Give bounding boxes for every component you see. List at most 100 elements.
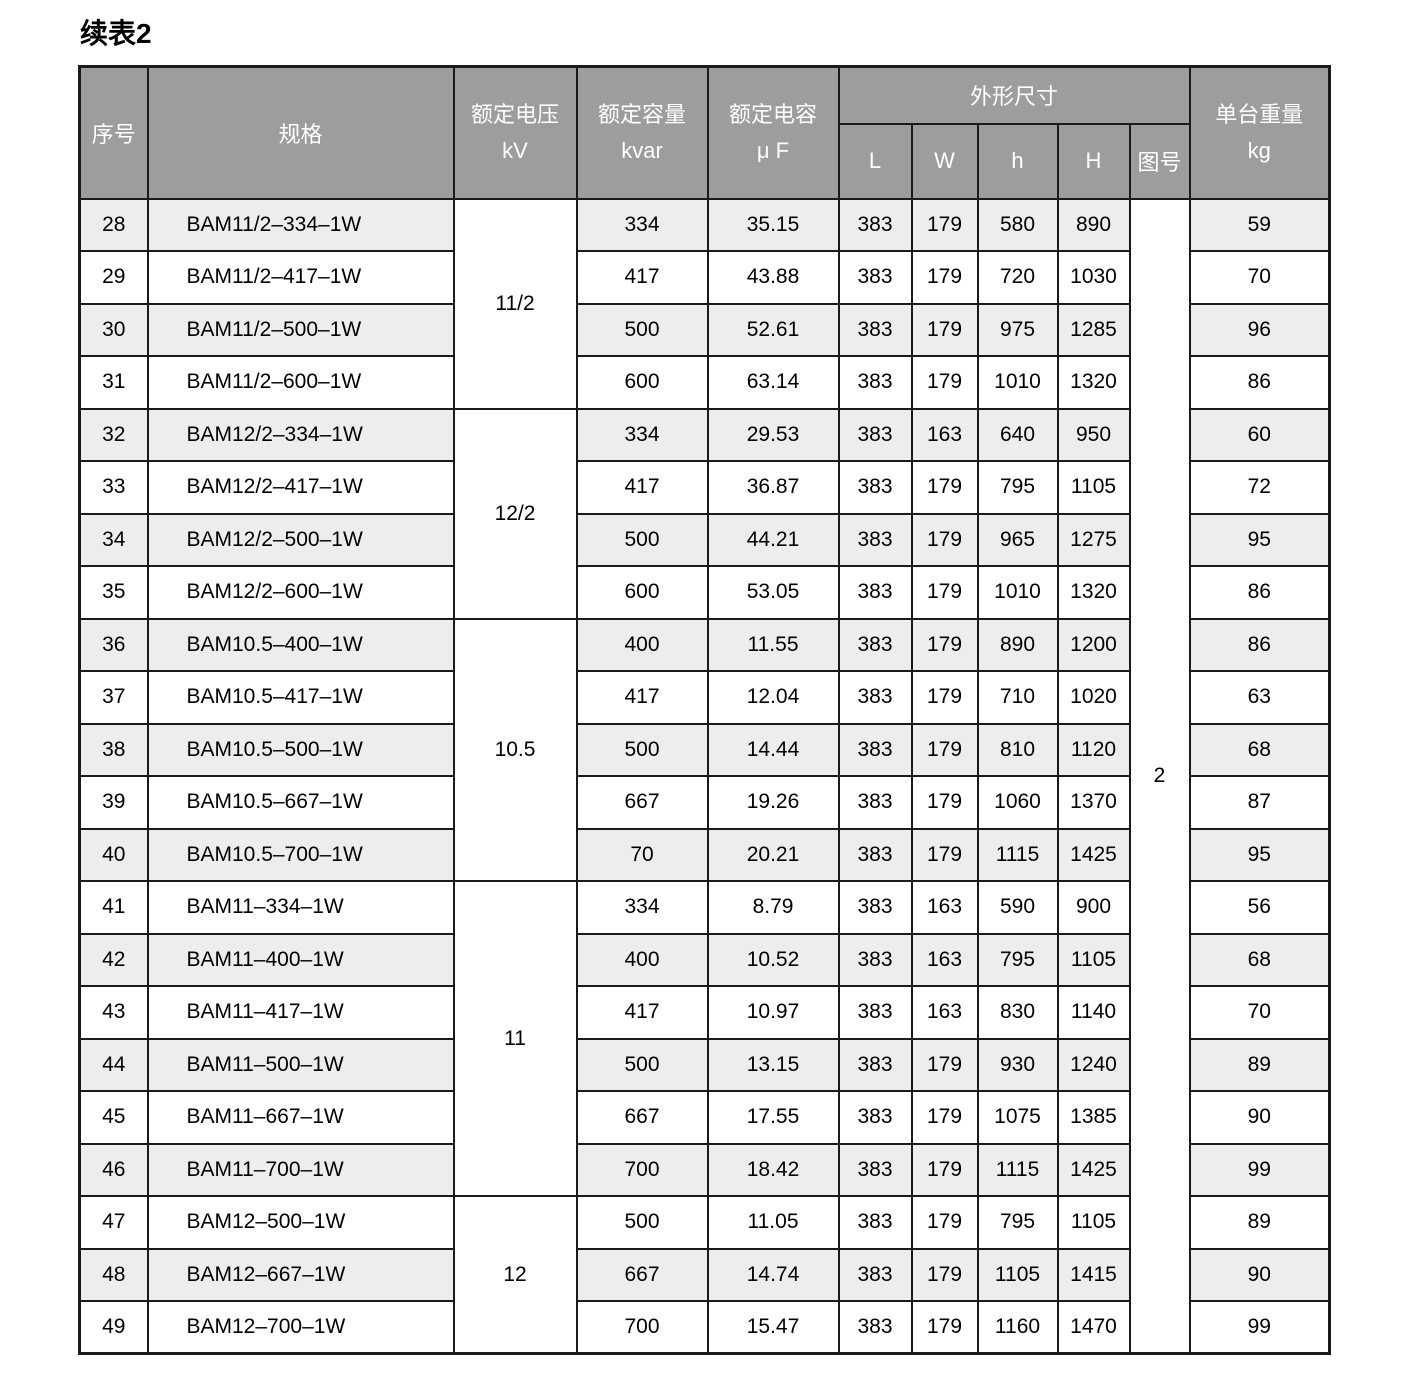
- cell-serial: 33: [78, 460, 149, 515]
- cell-dim-H: 1105: [1056, 932, 1131, 987]
- table-row: 36 BAM10.5–400–1W 10.5 400 11.55 383 179 890 120…: [78, 617, 1331, 882]
- cell-kvar: 400: [575, 932, 709, 987]
- cell-capacitance: 63.14: [706, 355, 840, 410]
- cell-kvar: 667: [575, 1090, 709, 1145]
- cell-dim-H: 1240: [1056, 1037, 1131, 1092]
- cell-dim-L: 383: [837, 617, 913, 672]
- cell-dim-W: 163: [910, 932, 979, 987]
- cell-dim-L: 383: [837, 1142, 913, 1197]
- cell-capacitance: 14.44: [706, 722, 840, 777]
- header-unit-weight-label: 单台重量: [1215, 101, 1304, 127]
- cell-figure-merged: 2: [1128, 197, 1191, 1355]
- header-unit-weight: 单台重量 kg: [1188, 65, 1331, 200]
- cell-dim-h: 1060: [976, 775, 1059, 830]
- cell-dim-L: 383: [837, 565, 913, 620]
- cell-spec: BAM11/2–334–1W: [146, 197, 455, 252]
- cell-dim-h: 1115: [976, 1142, 1059, 1197]
- table-row: 35 BAM12/2–600–1W 600 53.05 383 179 1010 1320 86: [78, 565, 1331, 620]
- cell-dim-h: 930: [976, 1037, 1059, 1092]
- cell-voltage-merged: 11: [452, 880, 578, 1197]
- cell-dim-W: 179: [910, 512, 979, 567]
- cell-capacitance: 11.05: [706, 1195, 840, 1250]
- cell-capacitance: 10.52: [706, 932, 840, 987]
- spec-table: 序号 规格 额定电压 kV 额定容量 kvar 额定电容 μ F 外形尺寸 单台…: [78, 65, 1332, 1355]
- cell-weight: 90: [1188, 1090, 1331, 1145]
- cell-kvar: 400: [575, 617, 709, 672]
- cell-dim-L: 383: [837, 880, 913, 935]
- cell-kvar: 500: [575, 512, 709, 567]
- cell-weight: 72: [1188, 460, 1331, 515]
- cell-spec: BAM12/2–417–1W: [146, 460, 455, 515]
- cell-weight: 86: [1188, 355, 1331, 410]
- cell-dim-L: 383: [837, 775, 913, 830]
- cell-weight: 56: [1188, 880, 1331, 935]
- cell-kvar: 667: [575, 775, 709, 830]
- cell-dim-W: 179: [910, 1247, 979, 1302]
- cell-serial: 35: [78, 565, 149, 620]
- table-row: 39 BAM10.5–667–1W 667 19.26 383 179 1060 1370 87: [78, 775, 1331, 830]
- cell-spec: BAM11/2–600–1W: [146, 355, 455, 410]
- cell-dim-W: 179: [910, 1195, 979, 1250]
- cell-dim-W: 179: [910, 565, 979, 620]
- header-dim-H: H: [1056, 122, 1131, 200]
- cell-spec: BAM10.5–700–1W: [146, 827, 455, 882]
- header-rated-capacitance-label: 额定电容: [728, 101, 817, 127]
- cell-weight: 68: [1188, 932, 1331, 987]
- cell-dim-H: 1320: [1056, 565, 1131, 620]
- cell-dim-W: 179: [910, 827, 979, 882]
- cell-dim-H: 1285: [1056, 302, 1131, 357]
- cell-dim-h: 580: [976, 197, 1059, 252]
- cell-dim-H: 1200: [1056, 617, 1131, 672]
- cell-kvar: 700: [575, 1142, 709, 1197]
- cell-dim-H: 1415: [1056, 1247, 1131, 1302]
- table-row: 32 BAM12/2–334–1W 12/2 334 29.53 383 163 640 950…: [78, 407, 1331, 620]
- table-row: 49 BAM12–700–1W 700 15.47 383 179 1160 1470 99: [78, 1300, 1331, 1355]
- cell-kvar: 417: [575, 250, 709, 305]
- cell-dim-W: 179: [910, 617, 979, 672]
- cell-dim-h: 830: [976, 985, 1059, 1040]
- cell-dim-L: 383: [837, 197, 913, 252]
- cell-weight: 68: [1188, 722, 1331, 777]
- table-row: 28 BAM11/2–334–1W 11/2 334 35.15 383 179 580 890…: [78, 197, 1331, 1355]
- cell-spec: BAM11–700–1W: [146, 1142, 455, 1197]
- cell-dim-H: 1105: [1056, 460, 1131, 515]
- cell-serial: 36: [78, 617, 149, 672]
- cell-dim-L: 383: [837, 1037, 913, 1092]
- header-rated-capacitance: 额定电容 μ F: [706, 65, 840, 200]
- cell-capacitance: 44.21: [706, 512, 840, 567]
- cell-capacitance: 53.05: [706, 565, 840, 620]
- header-dim-h: h: [976, 122, 1059, 200]
- cell-capacitance: 52.61: [706, 302, 840, 357]
- header-dimensions-group: 外形尺寸: [837, 65, 1191, 125]
- cell-serial: 41: [78, 880, 149, 935]
- cell-dim-W: 163: [910, 407, 979, 462]
- table-row: 33 BAM12/2–417–1W 417 36.87 383 179 795 1105 72: [78, 460, 1331, 515]
- cell-dim-h: 795: [976, 932, 1059, 987]
- header-row-2: L W h H 图号: [80, 122, 1330, 200]
- table-row: 48 BAM12–667–1W 667 14.74 383 179 1105 1415 90: [78, 1247, 1331, 1302]
- cell-dim-h: 810: [976, 722, 1059, 777]
- cell-weight: 70: [1188, 250, 1331, 305]
- cell-dim-L: 383: [837, 512, 913, 567]
- table-row: 34 BAM12/2–500–1W 500 44.21 383 179 965 1275 95: [78, 512, 1331, 567]
- cell-weight: 89: [1188, 1037, 1331, 1092]
- cell-dim-h: 890: [976, 617, 1059, 672]
- cell-capacitance: 15.47: [706, 1300, 840, 1355]
- cell-dim-H: 1320: [1056, 355, 1131, 410]
- cell-serial: 30: [78, 302, 149, 357]
- table-body: 28 BAM11/2–334–1W 11/2 334 35.15 383 179 580 890…: [78, 197, 1331, 1355]
- cell-serial: 40: [78, 827, 149, 882]
- table-row: 42 BAM11–400–1W 400 10.52 383 163 795 1105 68: [78, 932, 1331, 987]
- cell-dim-H: 1105: [1056, 1195, 1131, 1250]
- cell-kvar: 334: [575, 407, 709, 462]
- cell-dim-L: 383: [837, 460, 913, 515]
- cell-dim-W: 179: [910, 460, 979, 515]
- cell-kvar: 417: [575, 460, 709, 515]
- table-row: 31 BAM11/2–600–1W 600 63.14 383 179 1010 1320 86: [78, 355, 1331, 410]
- header-figure: 图号: [1128, 122, 1191, 200]
- cell-serial: 29: [78, 250, 149, 305]
- cell-dim-h: 1105: [976, 1247, 1059, 1302]
- cell-weight: 59: [1188, 197, 1331, 252]
- cell-spec: BAM10.5–500–1W: [146, 722, 455, 777]
- cell-dim-L: 383: [837, 250, 913, 305]
